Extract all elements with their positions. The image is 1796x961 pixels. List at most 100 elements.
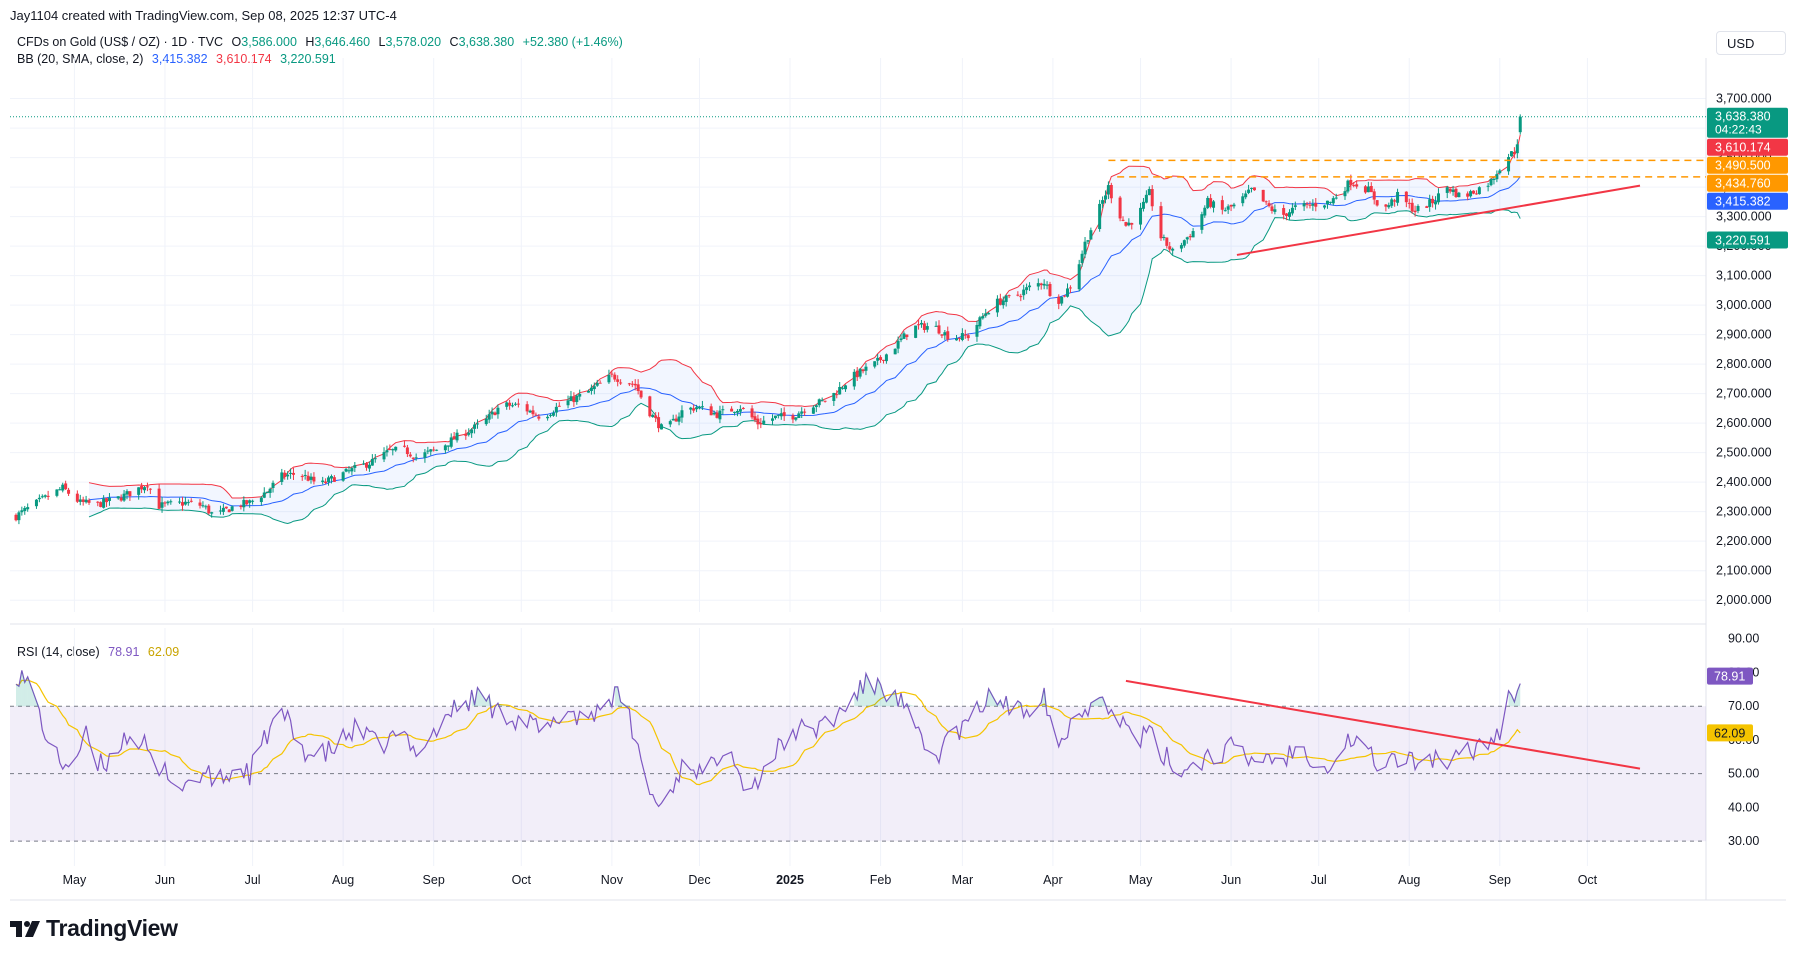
candle-body [756,418,760,425]
candle-body [128,491,132,497]
candle-body [160,502,164,508]
candle-body [329,476,333,479]
candle-body [169,501,173,503]
candle-body [268,488,272,493]
candle-body [201,505,205,507]
candle-body [855,370,859,378]
candle-body [23,507,27,512]
candle-body [902,333,906,339]
time-tick-label: Aug [332,873,354,887]
price-badge [1707,107,1788,138]
candle-body [528,410,532,413]
close-value: 3,638.380 [458,35,515,49]
candle-body [362,463,366,465]
candle-body [1247,189,1251,193]
candle-body [137,487,141,495]
candle-body [1121,219,1125,221]
time-tick-label: Sep [1489,873,1511,887]
change-value: +52.380 (+1.46%) [522,35,623,49]
candle-body [1343,191,1347,197]
candle-body [1515,144,1519,154]
bb-label[interactable]: BB (20, SMA, close, 2) [17,52,144,66]
candle-body [204,506,208,508]
candle-body [347,470,351,472]
rsi-overbought-fill [906,703,916,707]
candle-body [1285,213,1289,216]
low-value: 3,578.020 [385,35,442,49]
rsi-overbought-fill [877,678,881,707]
time-tick-label: Dec [688,873,710,887]
rsi-overbought-fill [857,680,861,707]
candle-body [919,322,923,325]
bb-upper-value: 3,610.174 [216,52,272,66]
candle-body [1036,283,1040,287]
candle-body [1366,186,1370,193]
candle-body [668,421,672,425]
price-badge [1707,174,1788,192]
rsi-label[interactable]: RSI (14, close) [17,645,100,659]
candle-body [1273,209,1277,212]
candle-body [1282,208,1286,215]
price-tick-label: 3,300.000 [1716,210,1772,224]
candle-body [1323,205,1327,208]
candle-body [616,379,620,382]
candle-body [40,496,44,498]
rsi-overbought-fill [18,670,22,707]
candle-body [1331,198,1335,204]
candle-body [426,450,430,452]
candle-body [166,501,170,504]
candle-body [1518,116,1522,133]
candle-body [452,436,456,440]
rsi-overbought-fill [620,701,630,707]
candle-body [730,408,734,412]
candle-body [224,506,228,509]
candle-body [1469,191,1473,197]
candle-body [1425,206,1429,208]
rsi-overbought-fill [21,670,25,707]
grid [10,58,1786,901]
symbol-label[interactable]: CFDs on Gold (US$ / OZ) · 1D · TVC [17,35,224,49]
candle-body [753,416,757,421]
candle-body [803,411,807,413]
currency-selector[interactable]: USD [1716,31,1786,55]
candle-body [291,472,295,475]
candle-body [595,382,599,386]
candle-body [557,405,561,407]
candle-body [365,463,369,468]
candle-body [534,414,538,416]
candle-body [1209,198,1213,207]
candle-body [1185,237,1189,240]
candle-body [1048,283,1052,296]
candle-body [99,502,103,507]
candle-body [776,414,780,416]
candle-body [800,411,804,414]
candle-body [925,326,929,330]
candle-body [879,357,883,361]
candle-body [873,361,877,367]
candle-body [189,500,193,502]
candle-body [1045,284,1049,286]
price-tick-label: 2,000.000 [1716,593,1772,607]
candle-body [861,369,865,372]
tradingview-logo[interactable]: TradingView [10,915,178,942]
candle-body [1171,248,1175,251]
rsi-badge [1707,667,1753,685]
candle-body [496,407,500,415]
candle-body [811,407,815,414]
candle-body [551,412,555,416]
candle-body [1124,222,1128,226]
rsi-overbought-fill [976,701,980,707]
candle-body [473,424,477,429]
candle-body [324,481,328,484]
candle-body [1290,207,1294,214]
candle-body [1325,200,1329,205]
candle-body [1179,245,1183,249]
candle-body [1077,264,1081,290]
candle-body [119,497,123,501]
candle-body [966,335,970,339]
candle-body [391,449,395,451]
rsi-badge-value: 62.09 [1714,726,1745,740]
candle-body [265,491,269,494]
candle-body [987,313,991,315]
